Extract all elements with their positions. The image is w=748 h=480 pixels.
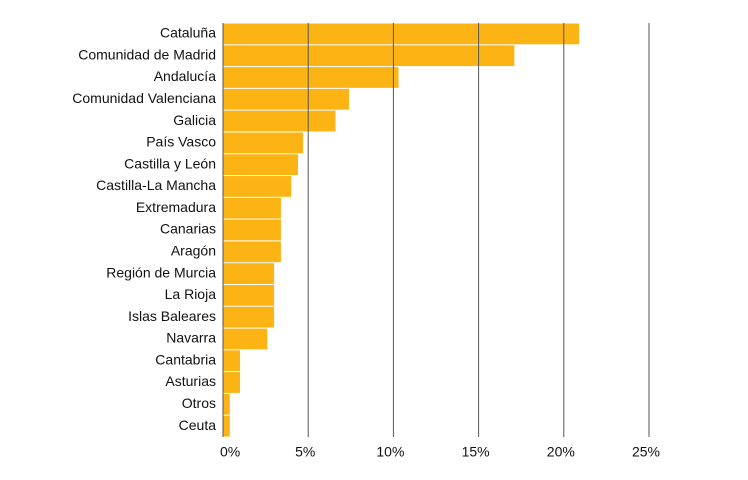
y-tick-label: Aragón bbox=[171, 242, 216, 258]
y-tick-label: Castilla y León bbox=[124, 155, 216, 171]
y-tick-label: Otros bbox=[182, 395, 216, 411]
bar bbox=[223, 88, 350, 110]
x-tick-label: 25% bbox=[632, 444, 660, 460]
bar bbox=[223, 197, 281, 219]
bar bbox=[223, 393, 230, 415]
bars bbox=[223, 23, 580, 437]
x-tick-label: 0% bbox=[220, 444, 240, 460]
y-tick-label: La Rioja bbox=[165, 286, 217, 302]
bar bbox=[223, 219, 281, 241]
y-tick-label: Castilla-La Mancha bbox=[96, 177, 216, 193]
bar bbox=[223, 67, 399, 88]
bar bbox=[223, 241, 281, 263]
y-tick-label: Comunidad de Madrid bbox=[78, 46, 216, 62]
y-tick-label: Extremadura bbox=[136, 199, 216, 215]
y-tick-label: Galicia bbox=[173, 112, 216, 128]
x-tick-label: 15% bbox=[462, 444, 490, 460]
y-tick-label: Región de Murcia bbox=[106, 264, 216, 280]
bar bbox=[223, 284, 275, 306]
y-tick-label: Cantabria bbox=[155, 351, 216, 367]
x-tick-label: 10% bbox=[376, 444, 404, 460]
x-tick-label: 5% bbox=[295, 444, 315, 460]
y-tick-label: Asturias bbox=[165, 373, 216, 389]
bar bbox=[223, 176, 292, 197]
y-tick-label: Islas Baleares bbox=[128, 308, 216, 324]
bar bbox=[223, 154, 298, 176]
bar bbox=[223, 263, 275, 284]
bar bbox=[223, 45, 515, 67]
y-tick-label: Comunidad Valenciana bbox=[72, 90, 216, 106]
y-tick-label: Ceuta bbox=[179, 417, 217, 433]
y-tick-label: Canarias bbox=[160, 221, 216, 237]
y-tick-label: Cataluña bbox=[160, 25, 216, 41]
bar bbox=[223, 372, 241, 393]
bar bbox=[223, 306, 275, 328]
bar bbox=[223, 415, 230, 437]
y-tick-label: País Vasco bbox=[146, 134, 216, 150]
bar bbox=[223, 23, 580, 45]
bar bbox=[223, 132, 304, 154]
bar bbox=[223, 110, 336, 132]
bar bbox=[223, 350, 241, 372]
y-tick-label: Andalucía bbox=[154, 68, 216, 84]
x-tick-label: 20% bbox=[547, 444, 575, 460]
bar bbox=[223, 328, 268, 350]
y-tick-label: Navarra bbox=[166, 330, 216, 346]
